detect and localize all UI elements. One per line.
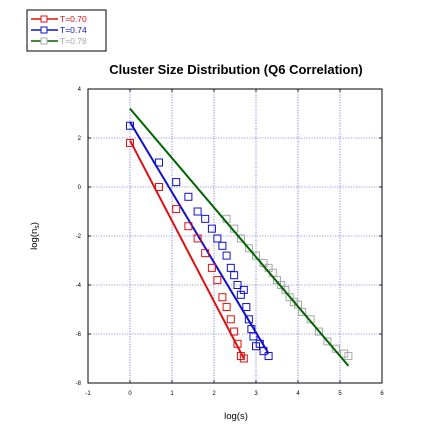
legend-marker	[40, 37, 48, 45]
data-point	[193, 234, 202, 243]
series-T=0.78	[129, 107, 353, 367]
data-point	[239, 354, 248, 363]
data-point	[230, 271, 239, 280]
data-point	[244, 244, 253, 253]
series-T=0.70	[126, 138, 248, 363]
data-point	[213, 234, 222, 243]
data-point	[323, 337, 332, 346]
data-point	[154, 183, 163, 191]
legend-marker	[40, 15, 48, 23]
data-point	[252, 251, 260, 260]
ticks: -1 0 1 2 3 4 5 6 -8 -6 -4 -2 0 2 4	[76, 87, 385, 397]
data-point	[218, 241, 227, 250]
y-tick-label: -4	[76, 283, 82, 289]
legend-label: T=0.78	[60, 36, 87, 46]
y-axis-label-group: log(ns)	[29, 222, 41, 250]
data-point	[218, 293, 227, 302]
fit-line	[129, 139, 245, 359]
y-axis-label-end: )	[29, 222, 40, 225]
data-point	[242, 303, 251, 312]
data-point	[213, 276, 222, 285]
y-tick-label: -2	[76, 234, 82, 240]
fit-line	[129, 107, 350, 367]
data-point	[233, 281, 242, 289]
y-axis-label-base: log(n	[29, 229, 40, 250]
data-point	[172, 205, 181, 214]
fit-line	[129, 121, 270, 355]
data-point	[273, 276, 281, 285]
data-point	[126, 138, 134, 147]
y-tick-label: 2	[78, 136, 82, 142]
y-tick-label: 0	[78, 185, 82, 191]
legend: T=0.70T=0.74T=0.78	[26, 9, 107, 52]
data-point	[344, 352, 353, 361]
y-axis-label-subscript: s	[34, 225, 41, 229]
chart-title: Cluster Size Distribution (Q6 Correlatio…	[109, 62, 363, 77]
legend-items: T=0.70T=0.74T=0.78	[31, 14, 87, 46]
series-layer	[126, 107, 353, 367]
x-tick-label: 1	[170, 391, 174, 397]
data-point	[172, 178, 181, 187]
data-point	[201, 249, 210, 258]
x-tick-label: 3	[254, 391, 258, 397]
data-point	[236, 234, 245, 243]
x-axis-label: log(s)	[224, 411, 248, 422]
y-tick-label: -8	[76, 381, 82, 387]
x-tick-label: -1	[85, 391, 91, 397]
data-point	[249, 332, 258, 341]
data-point	[207, 263, 216, 272]
data-point	[298, 307, 307, 316]
data-point	[281, 285, 290, 294]
data-point	[285, 293, 294, 302]
data-point	[244, 315, 253, 324]
data-point	[239, 285, 248, 294]
series-T=0.74	[126, 121, 273, 361]
x-tick-label: 6	[380, 391, 384, 397]
data-point	[207, 224, 216, 233]
data-point	[184, 192, 193, 201]
legend-marker	[40, 26, 48, 34]
y-tick-label: -6	[76, 332, 82, 338]
data-point	[277, 281, 286, 289]
data-point	[222, 251, 231, 260]
x-tick-label: 0	[128, 391, 132, 397]
data-point	[289, 298, 298, 307]
x-tick-label: 5	[338, 391, 342, 397]
data-point	[340, 349, 349, 358]
x-tick-label: 4	[296, 391, 300, 397]
data-point	[193, 207, 202, 216]
data-point	[226, 315, 235, 324]
legend-label: T=0.70	[60, 14, 87, 24]
data-point	[222, 303, 231, 312]
y-tick-label: 4	[78, 87, 82, 93]
data-point	[184, 222, 193, 231]
data-point	[236, 290, 245, 299]
x-tick-label: 2	[212, 391, 216, 397]
data-point	[154, 158, 163, 167]
data-point	[201, 214, 210, 223]
data-point	[294, 300, 302, 309]
data-point	[315, 327, 323, 336]
y-axis-label: log(ns)	[29, 222, 41, 250]
legend-label: T=0.74	[60, 25, 87, 35]
